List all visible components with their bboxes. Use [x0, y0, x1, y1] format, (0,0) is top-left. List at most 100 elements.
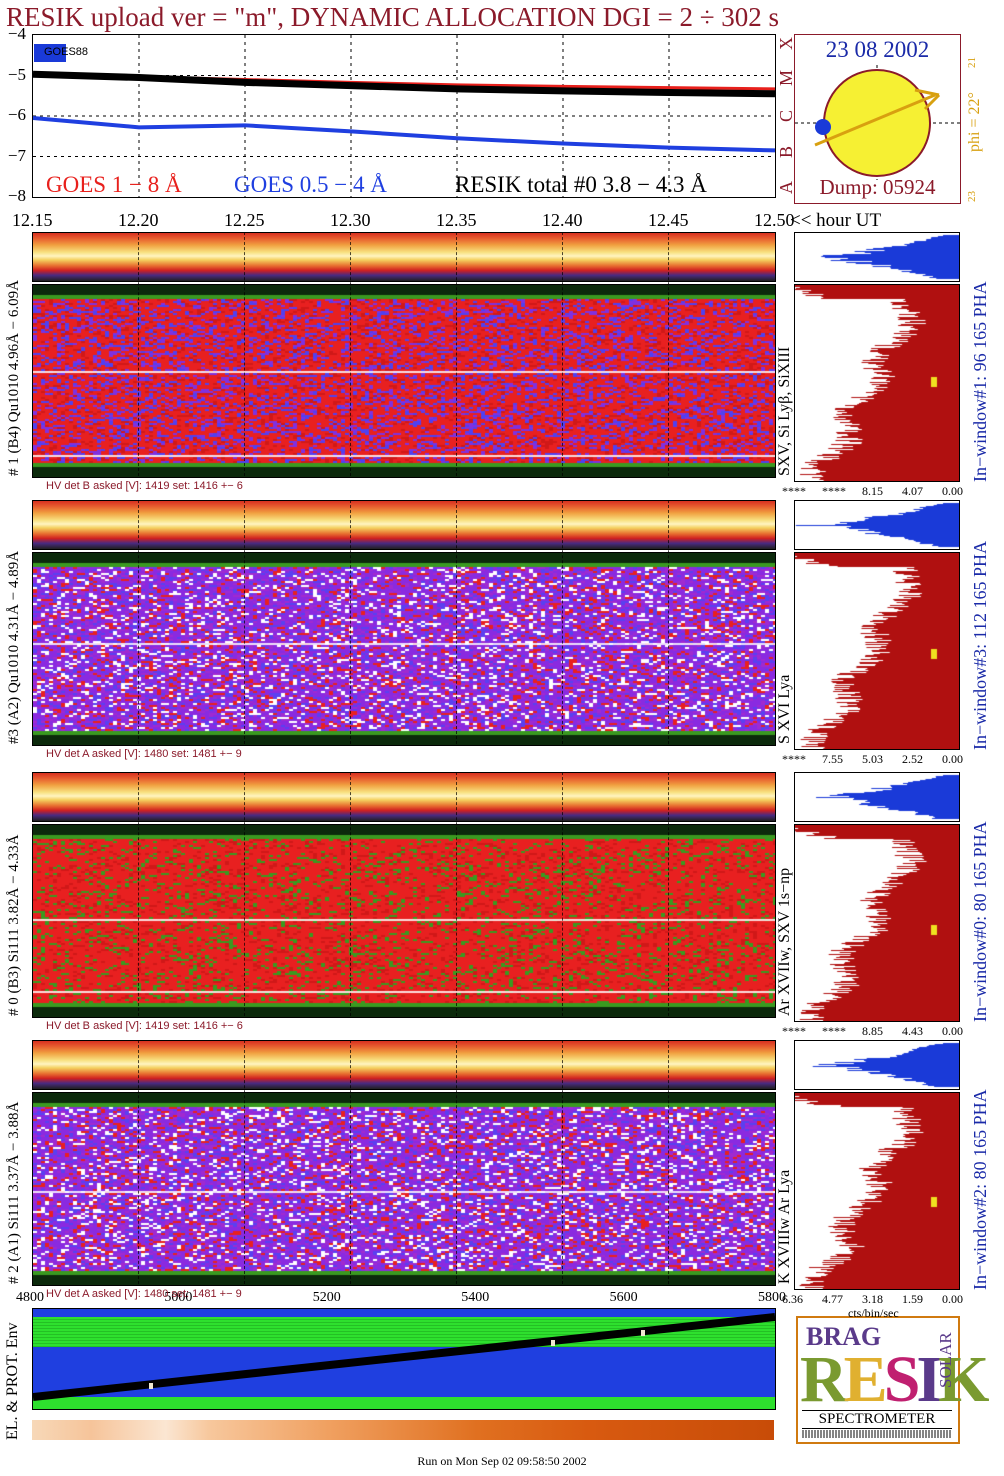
pha-tick: 2.52: [902, 752, 923, 766]
env-label: EL. & PROT. Env: [4, 1322, 21, 1440]
env-x-tick: 5200: [312, 1290, 341, 1305]
pha-tick: ****: [822, 484, 846, 498]
pha-tick: 0.00: [942, 752, 963, 766]
ut-tick: 12.25: [224, 210, 265, 230]
goes-y-tick: −8: [7, 186, 26, 205]
logo-left: BRAG: [806, 1322, 882, 1351]
spectrogram-grid-v: [244, 772, 245, 1016]
in-window-label: In−window#1: 96 165 PHA: [970, 281, 990, 482]
pha-tick: 0.00: [942, 1024, 963, 1038]
pha-tick: ****: [782, 752, 806, 766]
pha-tick: 4.77: [822, 1292, 843, 1306]
panel-label: #3 (A2) Qu1010 4.31Å − 4.89Å: [6, 550, 22, 744]
panel-label: # 0 (B3) Si111 3.82Å − 4.33Å: [6, 834, 22, 1016]
legend-goes-long: GOES 1 − 8 Å: [46, 172, 182, 197]
spectrogram-grid-v: [350, 1040, 351, 1284]
pha-tick: 8.15: [862, 484, 883, 498]
env-x-tick: 5600: [609, 1290, 638, 1305]
env-x-tick: 5400: [461, 1290, 490, 1305]
phi-bottom: 23: [966, 191, 978, 202]
phi-label: phi = 22°: [966, 92, 983, 152]
spectrogram-grid-v: [244, 500, 245, 744]
pha-tick: 0.00: [942, 1292, 963, 1306]
goes-y-tick: −5: [7, 64, 26, 84]
pha-tick: 7.55: [822, 752, 843, 766]
spectrogram-grid-v: [138, 772, 139, 1016]
panel-label: # 1 (B4) Qu1010 4.96Å − 6.09Å: [6, 280, 22, 476]
pha-top-histogram: [794, 1040, 960, 1090]
pha-top-histogram: [794, 500, 960, 550]
spectrum-top-strip: [32, 772, 776, 822]
logo-word: RESIK: [800, 1343, 989, 1416]
spectrum-top-strip: [32, 500, 776, 550]
spectrogram-image: [32, 284, 776, 478]
env-marker: [641, 1330, 645, 1336]
spectrum-top-strip: [32, 232, 776, 282]
page-title: RESIK upload ver = "m", DYNAMIC ALLOCATI…: [6, 2, 780, 32]
env-band: [33, 1397, 775, 1409]
in-window-label: In−window#3: 112 165 PHA: [970, 541, 990, 750]
ut-tick: 12.45: [648, 210, 689, 230]
spectrogram-grid-v: [456, 1040, 457, 1284]
env-band-line: [33, 1319, 775, 1320]
spectrogram-grid-v: [562, 1040, 563, 1284]
date-label: 23 08 2002: [825, 37, 930, 62]
dump-label: Dump: 05924: [819, 175, 936, 199]
resik-logo: BRAG RESIK SOLAR SPECTROMETER: [796, 1316, 989, 1444]
env-band-line: [33, 1343, 775, 1344]
spectrogram-grid-v: [350, 772, 351, 1016]
in-window-label: In−window#0: 80 165 PHA: [970, 821, 990, 1022]
ut-unit: << hour UT: [790, 210, 882, 231]
goes-plot-frame: [32, 34, 776, 198]
pha-tick: 4.07: [902, 484, 923, 498]
env-diagonal: [33, 1313, 775, 1401]
hv-status: HV det B asked [V]: 1419 set: 1416 +− 6: [46, 480, 243, 492]
pha-tick: ****: [822, 1024, 846, 1038]
env-band-line: [33, 1322, 775, 1323]
env-band-line: [33, 1340, 775, 1341]
spectrogram-image: [32, 824, 776, 1018]
pha-tick: 8.85: [862, 1024, 883, 1038]
run-footer: Run on Mon Sep 02 09:58:50 2002: [417, 1454, 587, 1468]
pha-histogram: [794, 1092, 960, 1290]
spectrum-top-strip: [32, 1040, 776, 1090]
env-band-line: [33, 1337, 775, 1338]
env-band-line: [33, 1334, 775, 1335]
spectrogram-grid-v: [668, 1040, 669, 1284]
env-band-line: [33, 1325, 775, 1326]
panel-label: # 2 (A1) Si111 3.37Å − 3.88Å: [6, 1101, 22, 1284]
goes-series-line-1: [32, 116, 776, 153]
in-window-label: In−window#2: 80 165 PHA: [970, 1089, 990, 1290]
env-x-tick: 5000: [164, 1290, 193, 1305]
env-color-strip: [32, 1420, 774, 1440]
logo-fineprint: [802, 1430, 952, 1438]
date-box: 23 08 2002 Dump: 05924: [794, 34, 961, 204]
spectrogram-grid-v: [456, 232, 457, 476]
env-plot: [33, 1309, 775, 1409]
env-x-tick: 5800: [758, 1290, 786, 1305]
hv-status: HV det B asked [V]: 1419 set: 1416 +− 6: [46, 1020, 243, 1032]
pha-tick: 3.18: [862, 1292, 883, 1306]
phi-top: 21: [966, 57, 978, 68]
spectrogram-image: [32, 1092, 776, 1286]
goes-tag-box: [34, 44, 66, 62]
sun-disk: [795, 65, 960, 180]
spectrogram-grid-v: [138, 232, 139, 476]
line-label: S XVI Lya: [776, 674, 793, 744]
env-marker: [149, 1383, 153, 1389]
goes-series-line-2: [32, 70, 776, 98]
ut-tick: 12.30: [330, 210, 371, 230]
spectrogram-grid-v: [668, 772, 669, 1016]
legend-resik-total: RESIK total #0 3.8 − 4.3 Å: [455, 172, 707, 197]
env-x-tick: 4800: [16, 1290, 44, 1305]
legend-goes-short: GOES 0.5 − 4 Å: [234, 172, 387, 197]
pha-histogram: [794, 552, 960, 750]
spectrogram-grid-v: [562, 232, 563, 476]
pha-tick: 6.36: [782, 1292, 803, 1306]
ut-tick: 12.15: [12, 210, 53, 230]
ut-tick: 12.20: [118, 210, 159, 230]
spectrogram-grid-v: [668, 232, 669, 476]
logo-right: SOLAR: [936, 1332, 955, 1388]
line-label: K XVIIIw Ar Lya: [776, 1169, 793, 1284]
spectrogram-grid-v: [350, 232, 351, 476]
